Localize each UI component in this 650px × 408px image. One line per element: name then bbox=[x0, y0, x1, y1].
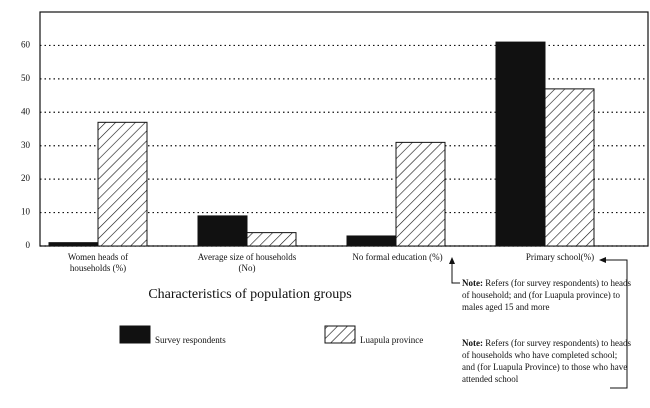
legend-label: Survey respondents bbox=[155, 335, 226, 345]
bar bbox=[197, 215, 248, 247]
note-arrow bbox=[604, 259, 628, 389]
note-text: Refers (for survey respondents) to heads… bbox=[462, 338, 631, 384]
y-tick-label: 40 bbox=[21, 106, 31, 116]
bar bbox=[346, 235, 397, 247]
y-tick-label: 10 bbox=[21, 207, 31, 217]
bar bbox=[48, 242, 99, 247]
note-label: Note: bbox=[462, 338, 483, 348]
note-text: Refers (for survey respondents) to heads… bbox=[462, 278, 631, 312]
x-axis-title: Characteristics of population groups bbox=[148, 287, 351, 302]
plot-frame bbox=[39, 11, 649, 247]
note-label: Note: bbox=[462, 278, 483, 288]
bar bbox=[495, 41, 546, 247]
bar bbox=[395, 141, 446, 247]
legend-label: Luapula province bbox=[360, 335, 423, 345]
legend-swatch bbox=[119, 325, 151, 344]
y-tick-label: 30 bbox=[21, 140, 31, 150]
note-arrow bbox=[451, 262, 460, 284]
note: Note: Refers (for survey respondents) to… bbox=[462, 277, 632, 313]
legend-swatch bbox=[324, 325, 356, 344]
note: Note: Refers (for survey respondents) to… bbox=[462, 337, 632, 385]
category-label: Average size of households (No) bbox=[197, 252, 297, 273]
category-label: Women heads of households (%) bbox=[67, 252, 129, 273]
y-tick-label: 20 bbox=[21, 173, 31, 183]
y-tick-label: 0 bbox=[26, 240, 31, 250]
y-tick-label: 50 bbox=[21, 73, 31, 83]
category-label: No formal education (%) bbox=[352, 252, 443, 262]
bar bbox=[97, 121, 148, 247]
y-tick-label: 60 bbox=[21, 39, 31, 49]
category-label: Primary school(%) bbox=[525, 252, 595, 262]
bar bbox=[544, 88, 595, 247]
arrowhead bbox=[449, 257, 455, 264]
arrowhead bbox=[599, 257, 606, 263]
bar bbox=[246, 232, 297, 247]
